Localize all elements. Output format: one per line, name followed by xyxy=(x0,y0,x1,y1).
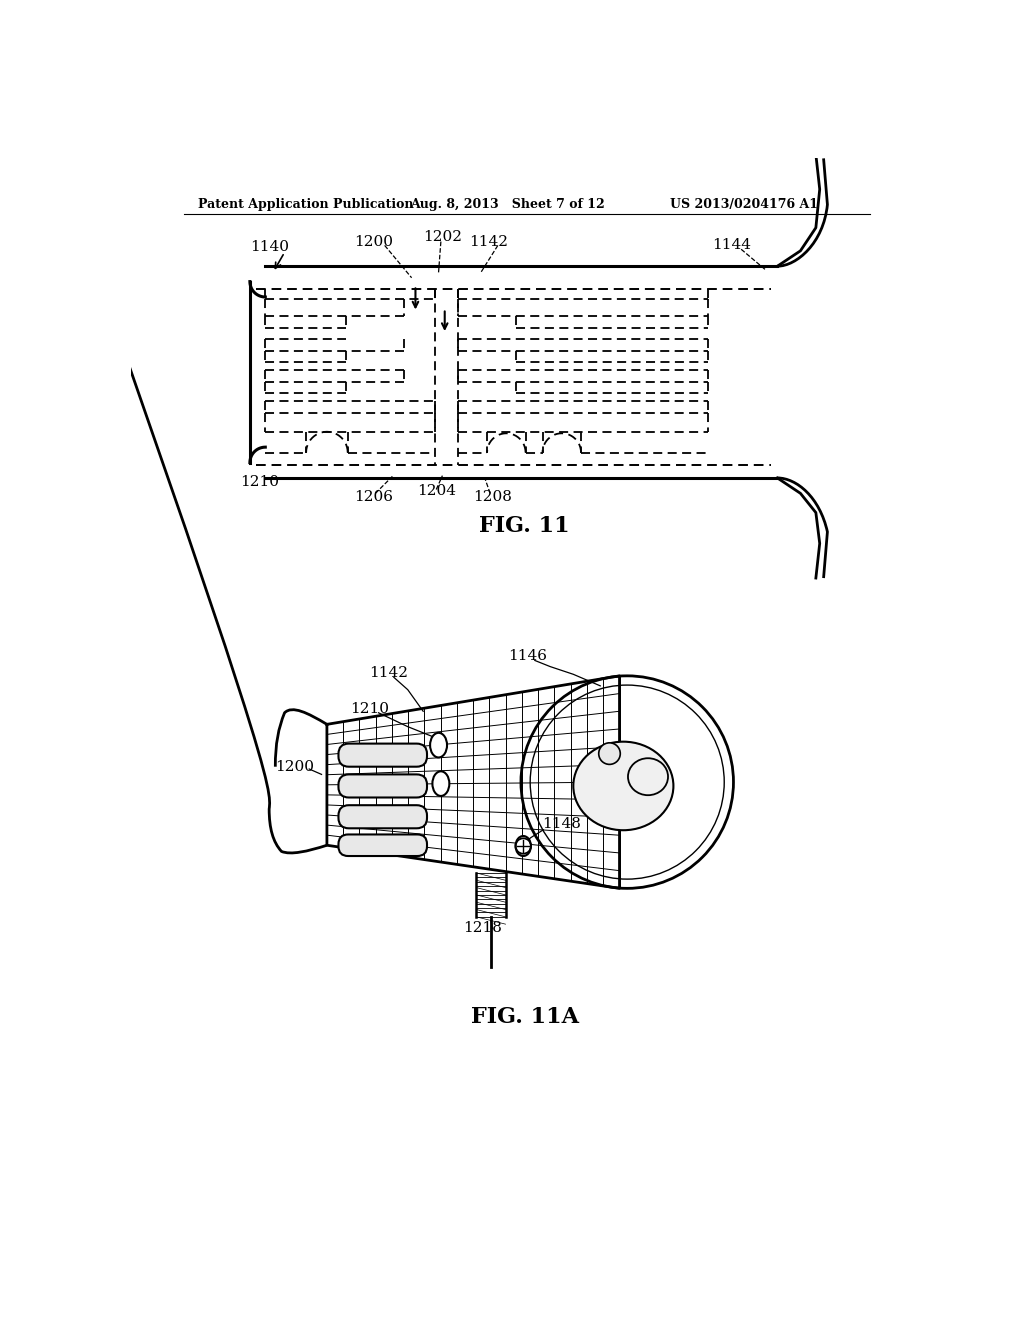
Text: 1210: 1210 xyxy=(350,702,389,715)
Circle shape xyxy=(599,743,621,764)
FancyBboxPatch shape xyxy=(339,743,427,767)
Text: 1144: 1144 xyxy=(631,767,670,781)
Text: 1202: 1202 xyxy=(423,230,462,244)
Text: US 2013/0204176 A1: US 2013/0204176 A1 xyxy=(670,198,817,211)
Text: FIG. 11A: FIG. 11A xyxy=(471,1006,579,1028)
Text: 1144: 1144 xyxy=(712,239,751,252)
Ellipse shape xyxy=(432,771,450,796)
Text: 1204: 1204 xyxy=(417,484,456,498)
Text: 1142: 1142 xyxy=(469,235,508,248)
Ellipse shape xyxy=(515,836,531,857)
Text: 1208: 1208 xyxy=(473,490,512,504)
Text: 1200: 1200 xyxy=(354,235,393,248)
Ellipse shape xyxy=(430,733,447,758)
FancyBboxPatch shape xyxy=(339,805,427,829)
Text: 1206: 1206 xyxy=(354,490,393,504)
Text: FIG. 11: FIG. 11 xyxy=(479,516,570,537)
FancyBboxPatch shape xyxy=(339,834,427,857)
Text: 1140: 1140 xyxy=(250,240,289,253)
Text: Aug. 8, 2013   Sheet 7 of 12: Aug. 8, 2013 Sheet 7 of 12 xyxy=(410,198,605,211)
FancyBboxPatch shape xyxy=(339,775,427,797)
Text: Patent Application Publication: Patent Application Publication xyxy=(199,198,414,211)
Ellipse shape xyxy=(573,742,674,830)
Text: 1142: 1142 xyxy=(370,665,409,680)
Ellipse shape xyxy=(628,758,668,795)
Text: 1146: 1146 xyxy=(508,649,547,663)
Text: 1200: 1200 xyxy=(275,760,314,774)
Text: 1218: 1218 xyxy=(463,921,502,936)
Text: 1148: 1148 xyxy=(543,817,582,832)
Text: 1210: 1210 xyxy=(240,475,279,488)
